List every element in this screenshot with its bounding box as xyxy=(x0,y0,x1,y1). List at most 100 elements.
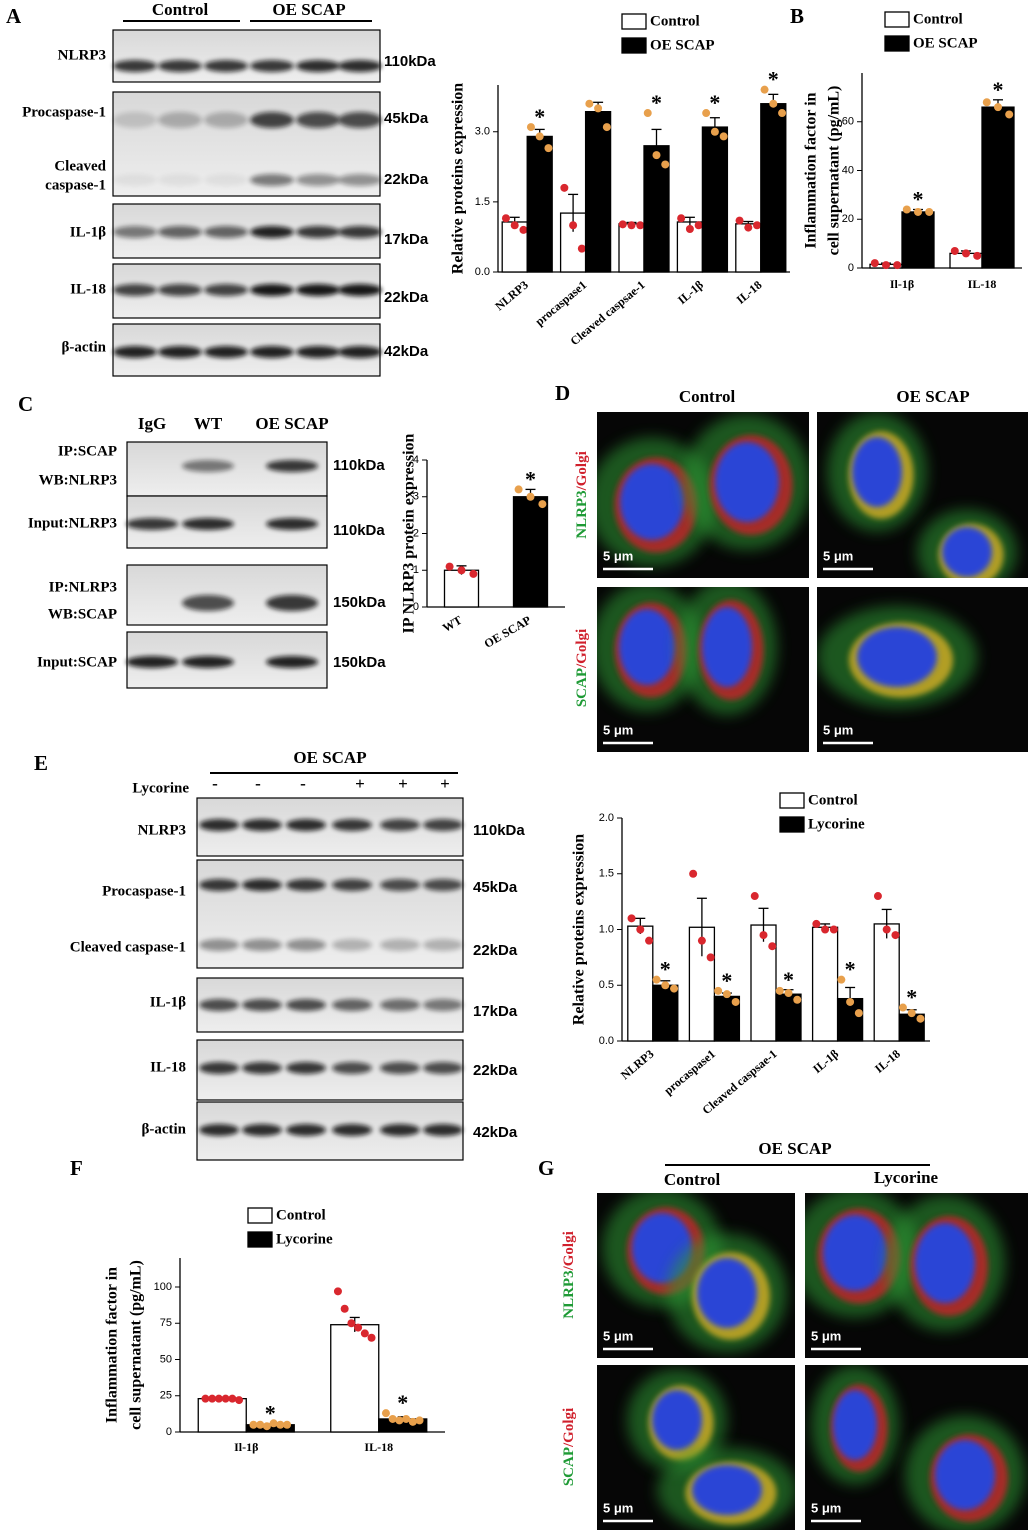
blot-band xyxy=(423,1062,463,1074)
data-point xyxy=(652,151,661,160)
data-point xyxy=(408,1417,417,1426)
significance-mark: * xyxy=(660,957,671,982)
channel-name: SCAP xyxy=(561,1447,577,1486)
data-point xyxy=(643,109,652,118)
blot-band xyxy=(242,1062,282,1074)
lane-sign: + xyxy=(355,774,365,793)
micrograph: 5 μm xyxy=(805,1365,1028,1530)
data-point xyxy=(829,925,838,934)
molecular-weight: 150kDa xyxy=(333,654,386,671)
legend-label: Control xyxy=(808,792,858,808)
data-point xyxy=(731,997,740,1006)
data-point xyxy=(719,132,728,141)
y-axis-label: cell supernatant (pg/mL) xyxy=(128,1260,145,1430)
bar xyxy=(618,223,645,273)
blot-band xyxy=(199,879,239,891)
data-point xyxy=(735,216,744,225)
bar xyxy=(330,1324,380,1433)
data-point xyxy=(812,919,821,928)
blot-membrane xyxy=(112,29,381,83)
nucleus xyxy=(620,464,684,540)
data-point xyxy=(602,123,611,132)
nucleus xyxy=(702,607,752,687)
blot-band xyxy=(286,939,326,951)
data-point xyxy=(677,214,686,223)
data-point xyxy=(689,869,698,878)
blot-band xyxy=(423,819,463,831)
blot-band xyxy=(380,819,420,831)
data-point xyxy=(916,1014,925,1023)
panel-label: C xyxy=(18,392,33,416)
data-point xyxy=(569,221,578,230)
legend-label: OE SCAP xyxy=(913,35,978,51)
blot-band xyxy=(242,1124,282,1136)
data-point xyxy=(973,251,982,260)
x-tick-label: IL-18 xyxy=(364,1440,393,1454)
x-tick-label: IL-18 xyxy=(968,277,997,291)
scale-bar-label: 5 μm xyxy=(603,1500,633,1515)
blot-band xyxy=(199,999,239,1011)
x-tick-label: WT xyxy=(440,613,464,635)
blot-band xyxy=(296,174,340,186)
bar xyxy=(627,925,654,1042)
data-point xyxy=(526,492,535,501)
lane-sign: - xyxy=(255,774,261,793)
data-point xyxy=(670,984,679,993)
blot-band xyxy=(182,518,234,530)
bar xyxy=(526,135,553,273)
panel-label: A xyxy=(6,4,22,28)
significance-mark: * xyxy=(397,1390,408,1415)
legend-label: OE SCAP xyxy=(650,37,715,53)
nucleus xyxy=(942,527,992,577)
data-point xyxy=(784,989,793,998)
data-point xyxy=(201,1394,210,1403)
blot-row-label: IL-1β xyxy=(150,994,186,1010)
blot-band xyxy=(296,284,340,296)
micrograph: 5 μm xyxy=(597,1193,795,1358)
data-point xyxy=(354,1323,363,1332)
data-point xyxy=(360,1329,369,1338)
blot-band xyxy=(332,939,372,951)
blot-band xyxy=(338,284,382,296)
data-point xyxy=(276,1420,285,1429)
significance-mark: * xyxy=(721,968,732,993)
micrograph: 5 μm xyxy=(597,587,809,752)
data-point xyxy=(702,109,711,118)
data-point xyxy=(750,892,759,901)
channel-name: /Golgi xyxy=(561,1408,577,1448)
panel-label: F xyxy=(70,1156,83,1180)
data-point xyxy=(891,931,900,940)
y-tick-label: 1.0 xyxy=(599,923,614,935)
data-point xyxy=(501,214,510,223)
panel-label: D xyxy=(555,381,570,405)
data-point xyxy=(907,1009,916,1018)
data-point xyxy=(283,1420,292,1429)
data-point xyxy=(262,1422,271,1431)
data-point xyxy=(577,244,586,253)
lane-sign: - xyxy=(212,774,218,793)
y-tick-label: 0.0 xyxy=(599,1035,614,1047)
scale-bar-label: 5 μm xyxy=(603,548,633,563)
blot-membrane xyxy=(196,859,464,969)
data-point xyxy=(722,990,731,999)
blot-row-label: Procaspase-1 xyxy=(102,883,186,899)
data-point xyxy=(560,183,569,192)
blot-band xyxy=(266,595,318,611)
data-point xyxy=(347,1319,356,1328)
data-point xyxy=(538,500,547,509)
data-point xyxy=(706,953,715,962)
significance-mark: * xyxy=(913,187,924,212)
nucleus xyxy=(852,437,902,507)
data-point xyxy=(661,981,670,990)
blot-band xyxy=(182,595,234,611)
blot-row-label: Input:SCAP xyxy=(37,654,117,670)
micrograph: 5 μm xyxy=(817,412,1028,578)
blot-row-label: IL-18 xyxy=(150,1059,186,1075)
blot-band xyxy=(204,284,248,296)
blot-band xyxy=(296,346,340,358)
blot-band xyxy=(380,879,420,891)
y-tick-label: 1.5 xyxy=(475,196,490,208)
data-point xyxy=(445,562,454,571)
channel-name: /Golgi xyxy=(561,1231,577,1271)
data-point xyxy=(395,1416,404,1425)
